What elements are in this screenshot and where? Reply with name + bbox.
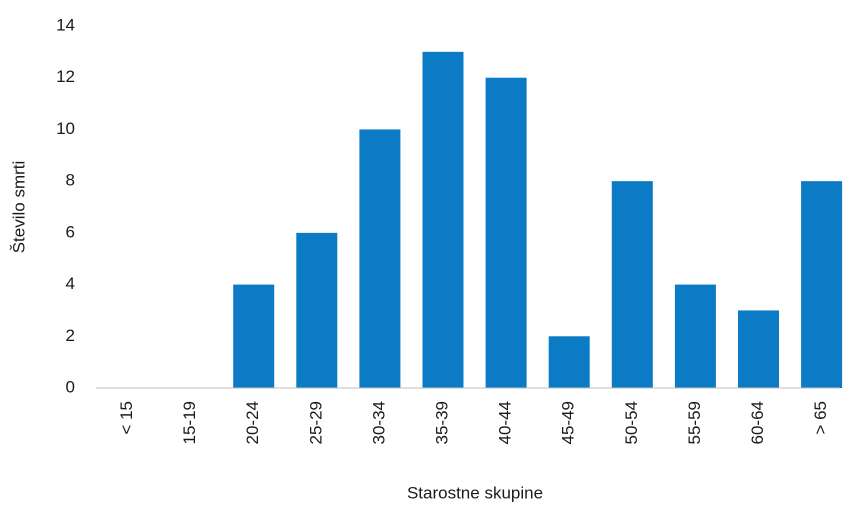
bar: [359, 129, 401, 388]
x-tick-label: 45-49: [559, 401, 578, 444]
x-axis-label: Starostne skupine: [407, 483, 543, 502]
x-tick-label: 55-59: [685, 401, 704, 444]
bar: [548, 336, 590, 388]
x-tick-label: > 65: [811, 401, 830, 435]
y-tick-label: 2: [66, 326, 75, 345]
x-tick-label: 40-44: [496, 401, 515, 444]
bar: [422, 51, 464, 388]
y-tick-label: 8: [66, 171, 75, 190]
y-tick-label: 4: [66, 274, 75, 293]
bar: [611, 181, 653, 388]
x-tick-label: 25-29: [306, 401, 325, 444]
x-tick-label: 35-39: [432, 401, 451, 444]
x-tick-label: 20-24: [243, 401, 262, 444]
y-tick-label: 14: [56, 15, 75, 34]
x-tick-label: 30-34: [369, 401, 388, 444]
x-tick-label: < 15: [117, 401, 136, 435]
y-tick-label: 10: [56, 119, 75, 138]
bar: [738, 310, 779, 388]
y-tick-label: 6: [66, 222, 75, 241]
x-tick-label: 15-19: [180, 401, 199, 444]
bar: [674, 284, 716, 388]
y-axis-label: Število smrti: [9, 161, 28, 254]
bar: [296, 232, 338, 388]
bar: [233, 284, 275, 388]
bar: [801, 181, 843, 388]
y-tick-label: 12: [56, 67, 75, 86]
x-tick-label: 50-54: [622, 401, 641, 444]
bar: [485, 77, 527, 388]
x-tick-label: 60-64: [748, 401, 767, 444]
y-tick-label: 0: [66, 377, 75, 396]
